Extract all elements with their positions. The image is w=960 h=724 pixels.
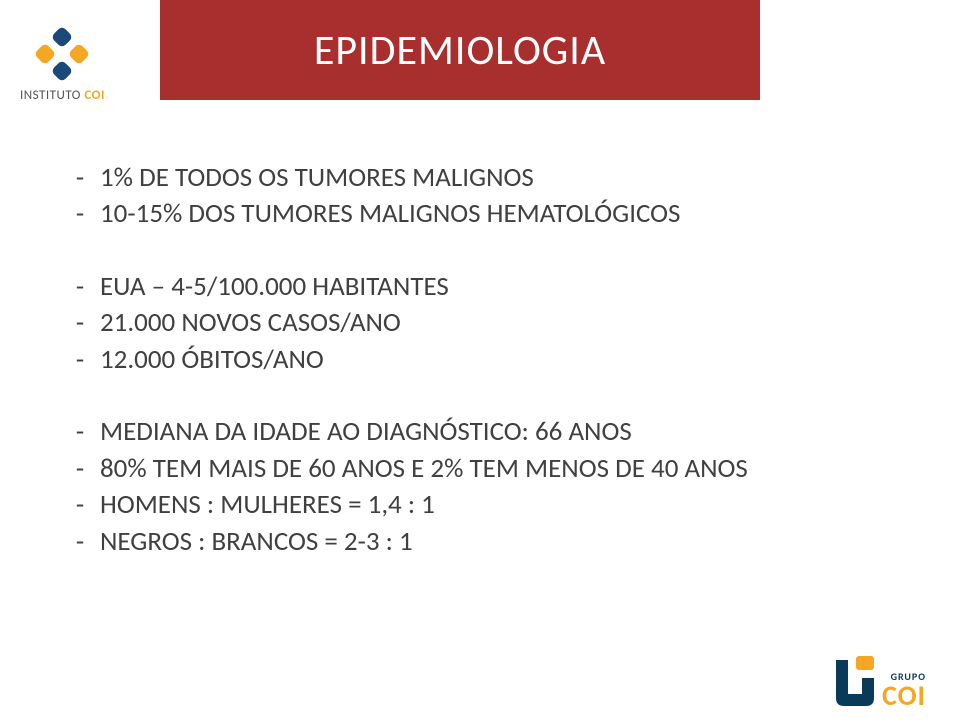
- bullet-text: 12.000 ÓBITOS/ANO: [100, 342, 324, 378]
- bullet-dash: -: [60, 414, 100, 450]
- bullet-line: -12.000 ÓBITOS/ANO: [60, 342, 900, 378]
- bullet-line: -10-15% DOS TUMORES MALIGNOS HEMATOLÓGIC…: [60, 196, 900, 232]
- bullet-line: -HOMENS : MULHERES = 1,4 : 1: [60, 487, 900, 523]
- logo-grupo-coi: GRUPO COI: [824, 648, 930, 710]
- bullet-text: 21.000 NOVOS CASOS/ANO: [100, 305, 401, 341]
- slide-content: -1% DE TODOS OS TUMORES MALIGNOS -10-15%…: [60, 160, 900, 596]
- header-bar: EPIDEMIOLOGIA: [160, 0, 760, 100]
- bullet-line: -NEGROS : BRANCOS = 2-3 : 1: [60, 524, 900, 560]
- slide-title: EPIDEMIOLOGIA: [314, 25, 606, 76]
- content-block: -MEDIANA DA IDADE AO DIAGNÓSTICO: 66 ANO…: [60, 414, 900, 560]
- bullet-text: 10-15% DOS TUMORES MALIGNOS HEMATOLÓGICO…: [100, 196, 680, 232]
- bullet-text: HOMENS : MULHERES = 1,4 : 1: [100, 487, 435, 523]
- bullet-dash: -: [60, 305, 100, 341]
- logo-coi-bottom-label: COI: [882, 678, 926, 713]
- bullet-text: 80% TEM MAIS DE 60 ANOS E 2% TEM MENOS D…: [100, 451, 748, 487]
- bullet-dash: -: [60, 451, 100, 487]
- bullet-text: EUA – 4-5/100.000 HABITANTES: [100, 269, 449, 305]
- bullet-dash: -: [60, 160, 100, 196]
- content-block: -1% DE TODOS OS TUMORES MALIGNOS -10-15%…: [60, 160, 900, 233]
- bullet-dash: -: [60, 524, 100, 560]
- bullet-line: -EUA – 4-5/100.000 HABITANTES: [60, 269, 900, 305]
- logo-top-label: INSTITUTO COI: [20, 88, 105, 103]
- bullet-line: -1% DE TODOS OS TUMORES MALIGNOS: [60, 160, 900, 196]
- bullet-line: -80% TEM MAIS DE 60 ANOS E 2% TEM MENOS …: [60, 451, 900, 487]
- bullet-line: -21.000 NOVOS CASOS/ANO: [60, 305, 900, 341]
- bullet-text: 1% DE TODOS OS TUMORES MALIGNOS: [100, 160, 534, 196]
- bullet-text: NEGROS : BRANCOS = 2-3 : 1: [100, 524, 413, 560]
- bullet-dash: -: [60, 269, 100, 305]
- bullet-dash: -: [60, 487, 100, 523]
- bullet-line: -MEDIANA DA IDADE AO DIAGNÓSTICO: 66 ANO…: [60, 414, 900, 450]
- bullet-dash: -: [60, 196, 100, 232]
- bullet-text: MEDIANA DA IDADE AO DIAGNÓSTICO: 66 ANOS: [100, 414, 632, 450]
- bullet-dash: -: [60, 342, 100, 378]
- logo-top-icon: [30, 22, 94, 86]
- logo-instituto-label: INSTITUTO: [20, 88, 81, 103]
- logo-bottom-icon: [824, 648, 882, 710]
- logo-coi-label: COI: [84, 88, 105, 103]
- logo-instituto-coi: INSTITUTO COI: [20, 22, 105, 103]
- logo-bottom-label: GRUPO COI: [882, 672, 926, 710]
- content-block: -EUA – 4-5/100.000 HABITANTES -21.000 NO…: [60, 269, 900, 378]
